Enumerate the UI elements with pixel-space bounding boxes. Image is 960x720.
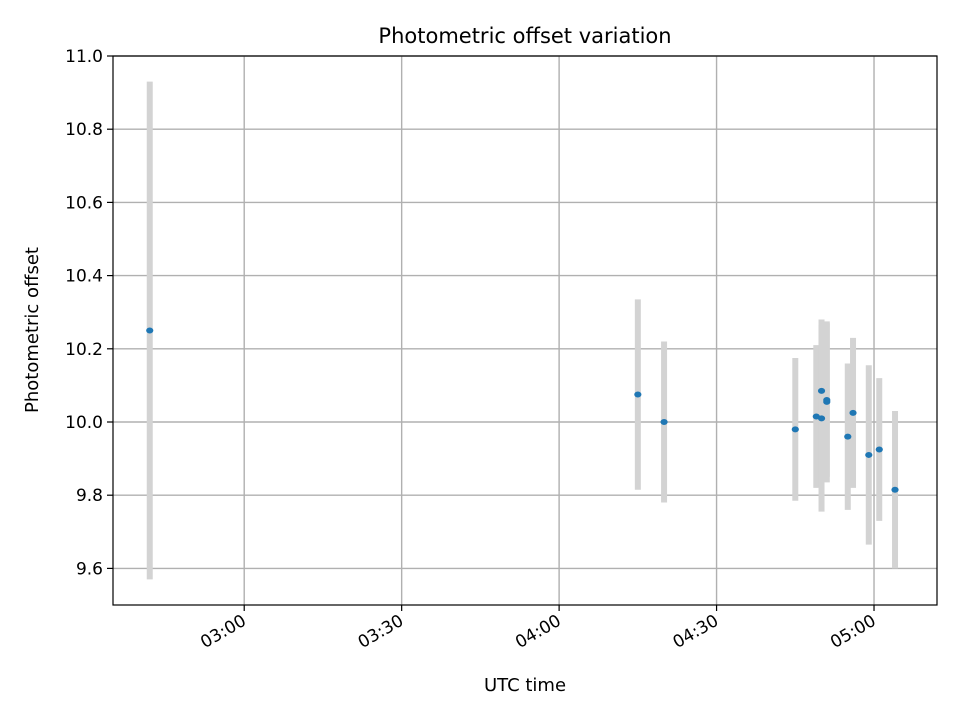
data-point xyxy=(817,415,826,422)
chart-title: Photometric offset variation xyxy=(378,24,671,48)
point-layer xyxy=(146,327,899,493)
plot-area xyxy=(113,56,937,605)
y-tick-label: 10.4 xyxy=(65,267,103,287)
y-tick-label: 11.0 xyxy=(65,47,103,67)
y-tick-label: 10.6 xyxy=(65,193,103,213)
data-point xyxy=(634,391,642,398)
data-point xyxy=(146,327,154,334)
y-tick-label: 10.0 xyxy=(65,413,103,433)
y-axis-title: Photometric offset xyxy=(22,247,43,413)
y-tick-label: 10.8 xyxy=(65,120,103,140)
data-point xyxy=(865,451,873,458)
y-tick-label: 9.6 xyxy=(76,559,103,579)
data-point xyxy=(849,409,857,416)
data-point xyxy=(791,426,799,433)
grid-layer xyxy=(113,55,937,605)
y-tick-label: 9.8 xyxy=(76,486,103,506)
data-point xyxy=(817,387,826,394)
data-point xyxy=(891,486,899,493)
data-point xyxy=(660,419,668,425)
data-point xyxy=(823,397,831,404)
data-point xyxy=(844,433,852,440)
plot-frame xyxy=(112,55,938,606)
data-point xyxy=(875,446,883,453)
y-tick-label: 10.2 xyxy=(65,340,103,360)
x-axis-title: UTC time xyxy=(484,675,566,696)
